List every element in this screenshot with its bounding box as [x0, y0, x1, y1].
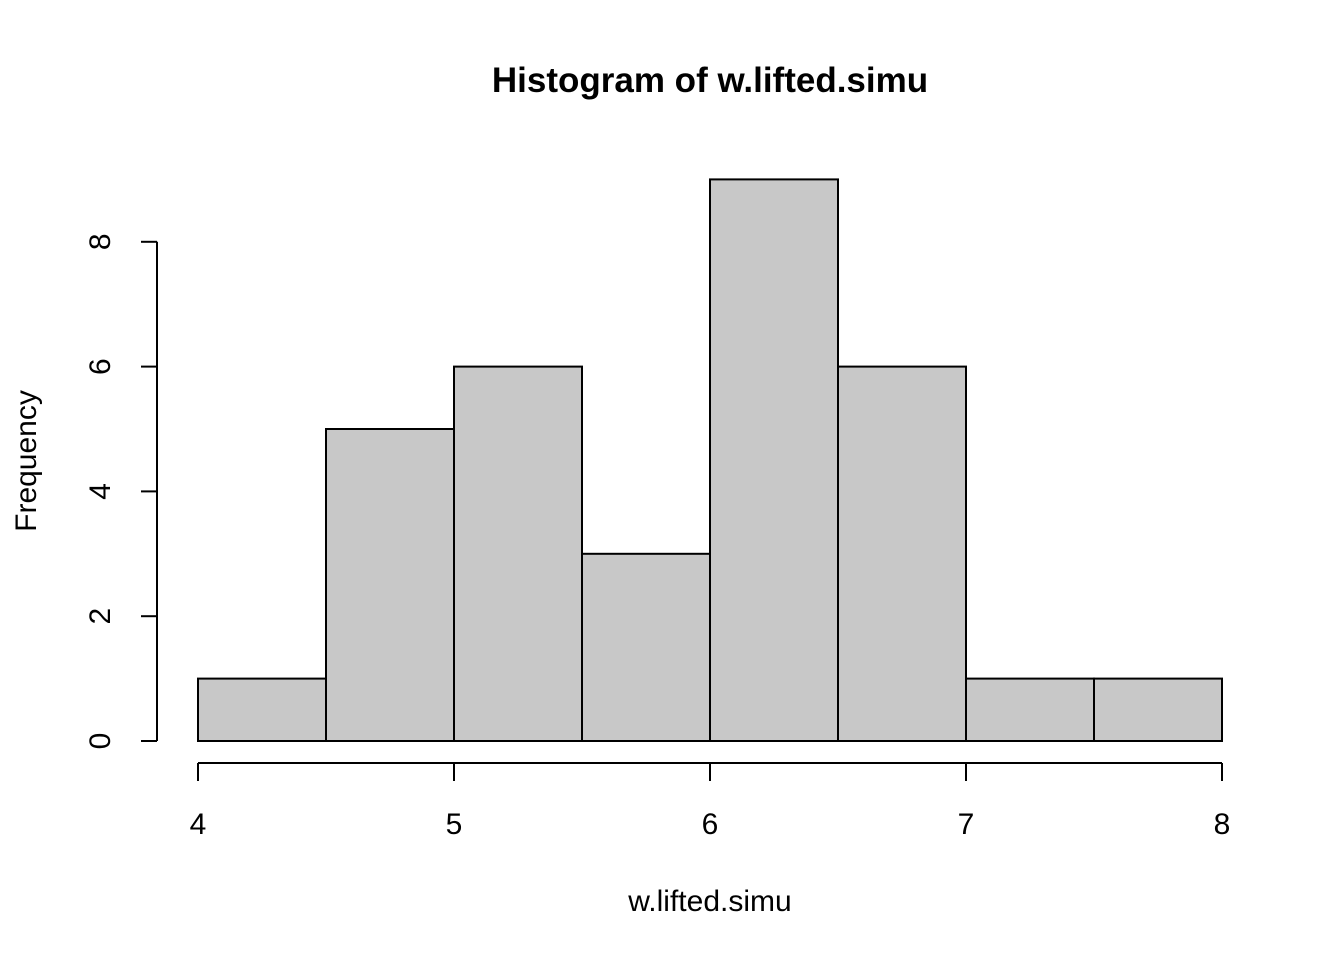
histogram-bar-7 — [1093, 677, 1223, 742]
y-tick-label-1: 2 — [84, 608, 117, 625]
x-axis-label: w.lifted.simu — [627, 885, 791, 918]
x-axis: 4 5 6 7 8 — [190, 762, 1231, 841]
histogram-bar-2 — [453, 365, 583, 742]
histogram-bar-3 — [581, 552, 711, 742]
y-tick-label-0: 0 — [84, 733, 117, 750]
x-tick-label-4: 8 — [1214, 808, 1231, 841]
histogram-bar-6 — [965, 677, 1095, 742]
histogram-bar-5 — [837, 365, 967, 742]
chart-title: Histogram of w.lifted.simu — [492, 61, 928, 100]
y-tick-label-4: 8 — [84, 233, 117, 250]
y-tick-label-3: 6 — [84, 358, 117, 375]
x-tick-label-0: 4 — [190, 808, 207, 841]
histogram-bar-0 — [197, 677, 327, 742]
x-tick-label-2: 6 — [702, 808, 719, 841]
x-tick-label-3: 7 — [958, 808, 975, 841]
bars — [197, 178, 1223, 742]
histogram-bar-1 — [325, 428, 455, 742]
y-axis-label: Frequency — [10, 390, 43, 532]
y-tick-label-2: 4 — [84, 483, 117, 500]
y-axis: 0 2 4 6 8 — [84, 233, 158, 750]
x-tick-label-1: 5 — [446, 808, 463, 841]
histogram-bar-4 — [709, 178, 839, 742]
